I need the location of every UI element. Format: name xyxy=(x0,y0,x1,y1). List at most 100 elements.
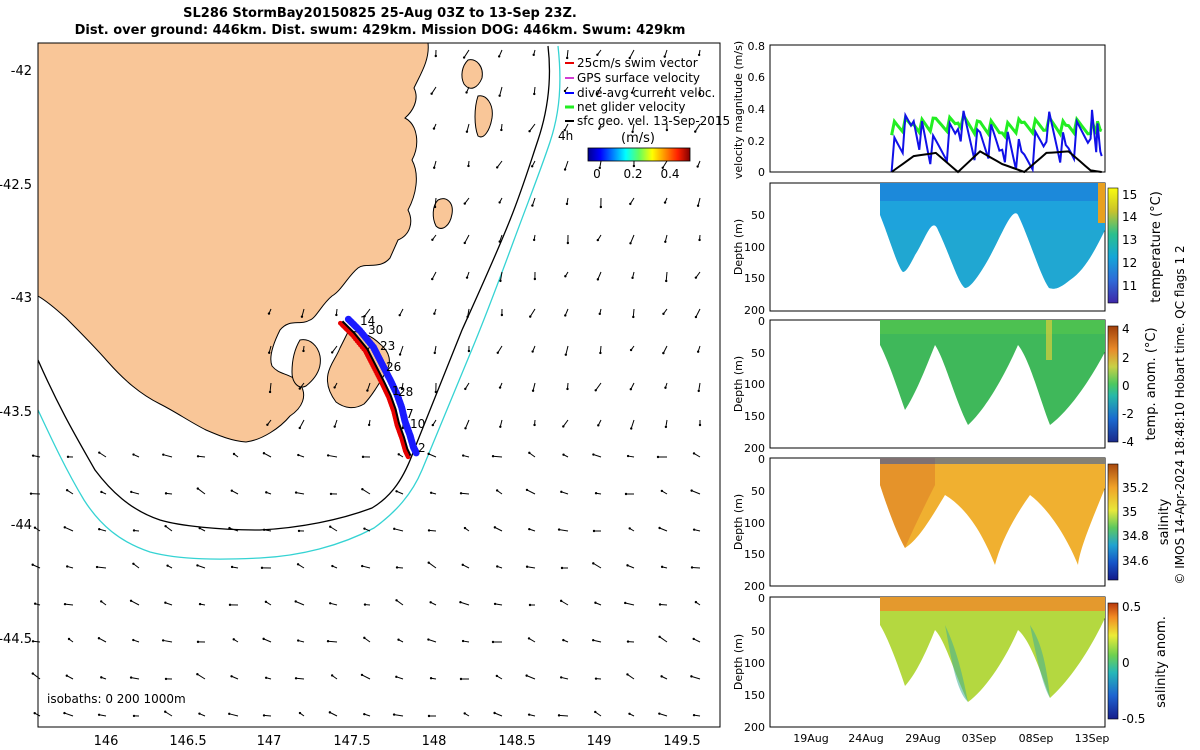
velocity-arrow-head xyxy=(363,603,367,606)
velocity-arrow xyxy=(64,603,74,606)
temp-y-tick: 200 xyxy=(744,304,765,317)
velocity-arrow-head xyxy=(33,526,37,529)
velocity-arrow xyxy=(629,49,635,59)
velocity-arrow-head xyxy=(632,164,636,168)
velocity-arrow-head xyxy=(31,640,35,643)
velocity-arrow-head xyxy=(459,601,462,604)
velocity-arrow-head xyxy=(97,637,101,640)
tanom-cbar-tick: 4 xyxy=(1122,322,1130,336)
velocity-arrow-head xyxy=(566,241,570,245)
velocity-arrow-head xyxy=(361,564,364,568)
velocity-arrow xyxy=(434,197,437,208)
velocity-arrow-head xyxy=(63,711,66,715)
velocity-arrow xyxy=(431,271,437,280)
velocity-arrow-head xyxy=(491,640,495,644)
velocity-arrow-head xyxy=(528,451,531,455)
velocity-arrow-head xyxy=(658,526,661,530)
velocity-arrow-head xyxy=(461,563,464,567)
velocity-arrow-head xyxy=(196,564,199,567)
velocity-arrow-head xyxy=(262,452,266,455)
colorbar-tick: 0.4 xyxy=(660,167,679,181)
velocity-arrow-head xyxy=(599,351,602,355)
map-x-tick: 146 xyxy=(94,734,119,749)
velocity-arrow-head xyxy=(230,565,234,569)
velocity-arrow xyxy=(165,525,173,532)
velocity-arrow xyxy=(691,490,701,495)
velocity-arrow xyxy=(560,600,569,606)
tasmania-land xyxy=(38,43,429,443)
map-y-axis: -42 -42.5 -43 -43.5 -44 -44.5 xyxy=(0,64,32,647)
map-y-tick: -42.5 xyxy=(0,178,32,193)
freycinet-peninsula xyxy=(474,95,493,138)
velocity-arrow xyxy=(428,453,437,458)
velocity-arrow-head xyxy=(664,386,667,389)
map-x-tick: 147.5 xyxy=(333,734,370,749)
velocity-arrow-head xyxy=(630,91,634,94)
velocity-arrow-head xyxy=(132,453,135,456)
tanom-y-tick: 200 xyxy=(744,442,765,455)
temp-cbar-tick: 12 xyxy=(1122,256,1137,270)
map-y-tick: -42 xyxy=(11,64,32,79)
velocity-arrow-head xyxy=(432,127,436,130)
velocity-arrow-head xyxy=(66,565,69,568)
velocity-arrow-head xyxy=(660,675,663,678)
velocity-arrow-head xyxy=(230,489,234,492)
velocity-arrow xyxy=(263,452,272,458)
velocity-arrow xyxy=(394,528,404,532)
track-label: 14 xyxy=(360,314,375,328)
velocity-arrow-head xyxy=(132,714,136,718)
velocity-arrow xyxy=(269,382,272,393)
track-label: 26 xyxy=(386,360,401,374)
velocity-arrow-head xyxy=(433,312,436,315)
velocity-arrow xyxy=(98,637,107,643)
velocity-arrow-head xyxy=(329,492,333,496)
velocity-arrow-head xyxy=(462,56,466,59)
velocity-arrow-head xyxy=(260,566,264,570)
legend-swim-vector: 25cm/s swim vector xyxy=(577,56,698,70)
vel-y-tick: 0.4 xyxy=(748,103,766,116)
velocity-arrow xyxy=(662,345,668,354)
velocity-arrow-head xyxy=(697,389,700,393)
velocity-arrow-head xyxy=(594,492,598,495)
velocity-arrow-head xyxy=(629,242,632,245)
velocity-arrow-head xyxy=(266,423,269,426)
velocity-arrow xyxy=(593,454,602,458)
sal-colorbar xyxy=(1107,463,1119,581)
velocity-arrow-head xyxy=(665,279,668,283)
velocity-arrow-head xyxy=(563,89,567,93)
velocity-arrow-head xyxy=(31,563,34,566)
velocity-arrow xyxy=(496,160,503,168)
velocity-arrow-head xyxy=(29,492,33,495)
velocity-arrow xyxy=(566,49,569,59)
velocity-arrow-head xyxy=(164,492,168,495)
velocity-arrow-head xyxy=(631,130,634,134)
map-x-tick: 146.5 xyxy=(169,734,206,749)
velocity-arrow-head xyxy=(658,712,661,715)
velocity-arrow-head xyxy=(628,712,631,716)
velocity-arrow xyxy=(659,713,668,717)
velocity-arrow-head xyxy=(527,637,531,640)
velocity-arrow-head xyxy=(660,565,664,569)
velocity-arrow-head xyxy=(63,602,67,606)
velocity-arrow-head xyxy=(463,526,467,530)
tanom-y-tick: 0 xyxy=(758,315,765,328)
velocity-arrow-head xyxy=(560,566,564,570)
vel-y-tick: 0 xyxy=(758,166,765,179)
velocity-arrow-head xyxy=(566,387,569,391)
velocity-arrow-head xyxy=(100,600,103,603)
velocity-arrow xyxy=(463,49,470,58)
velocity-arrow-head xyxy=(662,351,665,355)
legend-sfc-geo: sfc geo. vel. 13-Sep-2015 xyxy=(577,114,730,128)
velocity-arrow xyxy=(229,713,239,717)
velocity-arrow-head xyxy=(267,312,271,315)
salinity-panel: 0 50 100 150 200 Depth (m) 35.2 35 34.8 … xyxy=(732,453,1172,593)
velocity-arrow-head xyxy=(592,453,595,456)
velocity-arrow xyxy=(532,382,536,391)
velocity-arrow-head xyxy=(198,602,202,606)
temp-y-tick: 150 xyxy=(744,272,765,285)
date-tick: 19Aug xyxy=(793,732,828,745)
vel-y-tick: 0.2 xyxy=(748,135,766,148)
temp-cbar-tick: 15 xyxy=(1122,188,1137,202)
velocity-arrow-head xyxy=(696,204,700,207)
map-panel: 14 30 23 26 1 28 7 10 2 146 146.5 147 14… xyxy=(0,42,730,749)
